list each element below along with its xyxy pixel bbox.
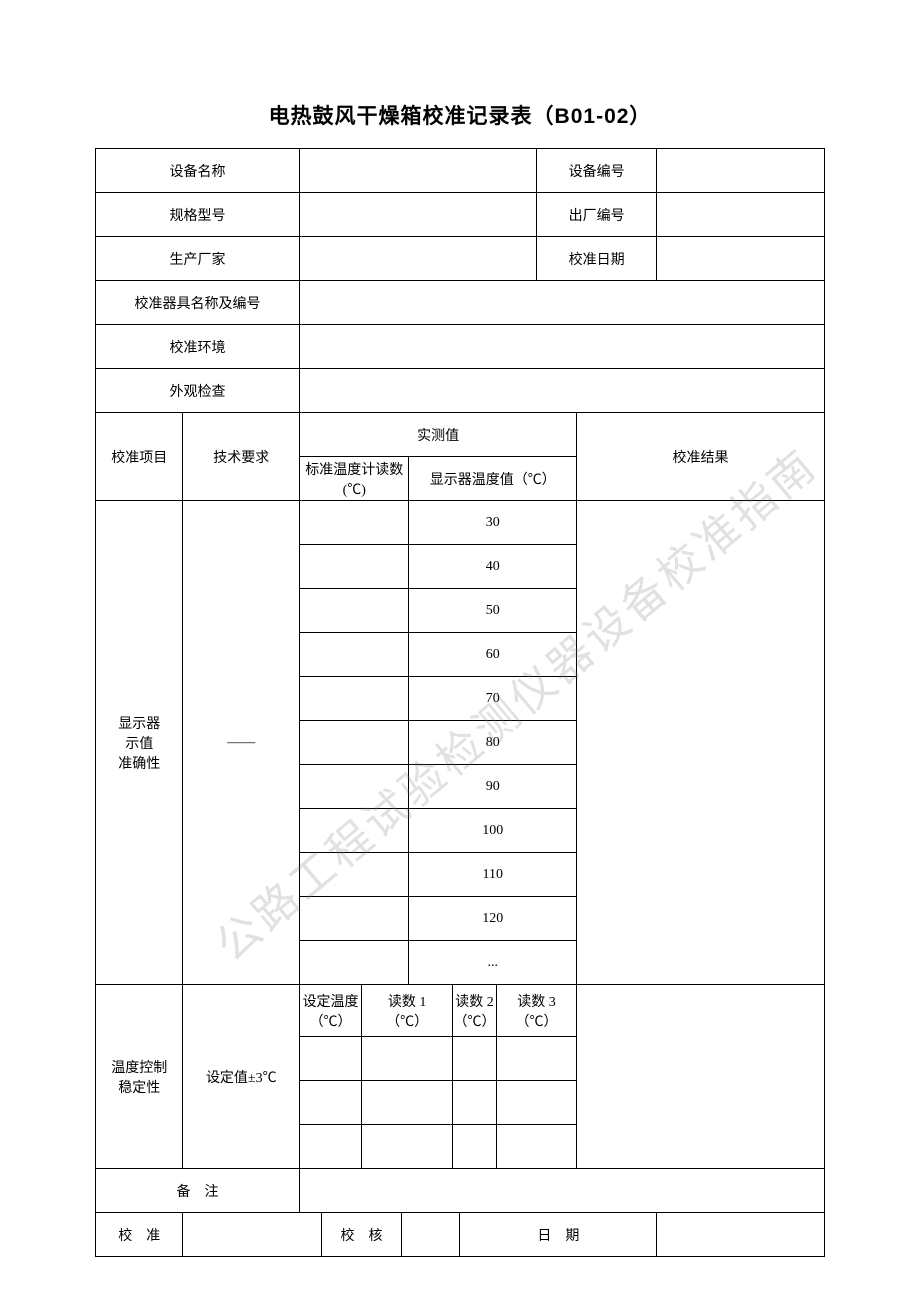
factory-number-label: 出厂编号: [536, 193, 656, 237]
accuracy-disp-7: 100: [409, 809, 577, 853]
accuracy-std-7: [300, 809, 409, 853]
stability-r1-c3: [453, 1037, 497, 1081]
std-temp-col-label: 标准温度计读数 (℃): [300, 457, 409, 501]
model-label: 规格型号: [96, 193, 300, 237]
appearance-value: [300, 369, 825, 413]
stability-set-temp-label: 设定温度 （℃）: [300, 985, 362, 1037]
device-name-value: [300, 149, 537, 193]
date-value: [657, 1213, 825, 1257]
instrument-label: 校准器具名称及编号: [96, 281, 300, 325]
notes-label: 备 注: [96, 1169, 300, 1213]
accuracy-disp-1: 40: [409, 545, 577, 589]
accuracy-disp-6: 90: [409, 765, 577, 809]
environment-value: [300, 325, 825, 369]
accuracy-disp-2: 50: [409, 589, 577, 633]
calibration-date-value: [657, 237, 825, 281]
factory-number-value: [657, 193, 825, 237]
accuracy-result: [577, 501, 825, 985]
model-value: [300, 193, 537, 237]
notes-value: [300, 1169, 825, 1213]
accuracy-std-1: [300, 545, 409, 589]
environment-label: 校准环境: [96, 325, 300, 369]
accuracy-std-5: [300, 721, 409, 765]
tech-req-col-label: 技术要求: [183, 413, 300, 501]
stability-r3-c3: [453, 1125, 497, 1169]
calibrator-label: 校 准: [96, 1213, 183, 1257]
stability-r3-c2: [362, 1125, 453, 1169]
stability-r2-c4: [496, 1081, 576, 1125]
stability-reading2-label: 读数 2 （℃）: [453, 985, 497, 1037]
accuracy-std-6: [300, 765, 409, 809]
stability-r1-c1: [300, 1037, 362, 1081]
measured-col-label: 实测值: [300, 413, 577, 457]
accuracy-disp-0: 30: [409, 501, 577, 545]
accuracy-item-label: 显示器 示值 准确性: [96, 501, 183, 985]
accuracy-std-0: [300, 501, 409, 545]
stability-r2-c2: [362, 1081, 453, 1125]
stability-tech-req: 设定值±3℃: [183, 985, 300, 1169]
stability-r3-c1: [300, 1125, 362, 1169]
accuracy-std-10: [300, 941, 409, 985]
reviewer-label: 校 核: [321, 1213, 401, 1257]
instrument-value: [300, 281, 825, 325]
stability-r1-c4: [496, 1037, 576, 1081]
item-col-label: 校准项目: [96, 413, 183, 501]
document-title: 电热鼓风干燥箱校准记录表（B01-02）: [95, 100, 825, 130]
accuracy-std-8: [300, 853, 409, 897]
device-number-label: 设备编号: [536, 149, 656, 193]
calibration-date-label: 校准日期: [536, 237, 656, 281]
stability-r2-c1: [300, 1081, 362, 1125]
stability-r2-c3: [453, 1081, 497, 1125]
device-name-label: 设备名称: [96, 149, 300, 193]
stability-reading1-label: 读数 1 （℃）: [362, 985, 453, 1037]
accuracy-disp-5: 80: [409, 721, 577, 765]
manufacturer-value: [300, 237, 537, 281]
accuracy-disp-4: 70: [409, 677, 577, 721]
appearance-label: 外观检查: [96, 369, 300, 413]
display-temp-col-label: 显示器温度值（℃）: [409, 457, 577, 501]
manufacturer-label: 生产厂家: [96, 237, 300, 281]
reviewer-value: [402, 1213, 460, 1257]
accuracy-std-3: [300, 633, 409, 677]
stability-r3-c4: [496, 1125, 576, 1169]
date-label: 日 期: [460, 1213, 657, 1257]
stability-r1-c2: [362, 1037, 453, 1081]
accuracy-std-9: [300, 897, 409, 941]
stability-result: [577, 985, 825, 1169]
accuracy-std-4: [300, 677, 409, 721]
calibrator-value: [183, 1213, 321, 1257]
accuracy-disp-8: 110: [409, 853, 577, 897]
accuracy-disp-10: ...: [409, 941, 577, 985]
calibration-table: 设备名称 设备编号 规格型号 出厂编号 生产厂家 校准日期 校准器具名称及编号 …: [95, 148, 825, 1257]
result-col-label: 校准结果: [577, 413, 825, 501]
stability-item-label: 温度控制 稳定性: [96, 985, 183, 1169]
device-number-value: [657, 149, 825, 193]
accuracy-tech-req: ——: [183, 501, 300, 985]
accuracy-disp-9: 120: [409, 897, 577, 941]
stability-reading3-label: 读数 3 （℃）: [496, 985, 576, 1037]
accuracy-disp-3: 60: [409, 633, 577, 677]
accuracy-std-2: [300, 589, 409, 633]
